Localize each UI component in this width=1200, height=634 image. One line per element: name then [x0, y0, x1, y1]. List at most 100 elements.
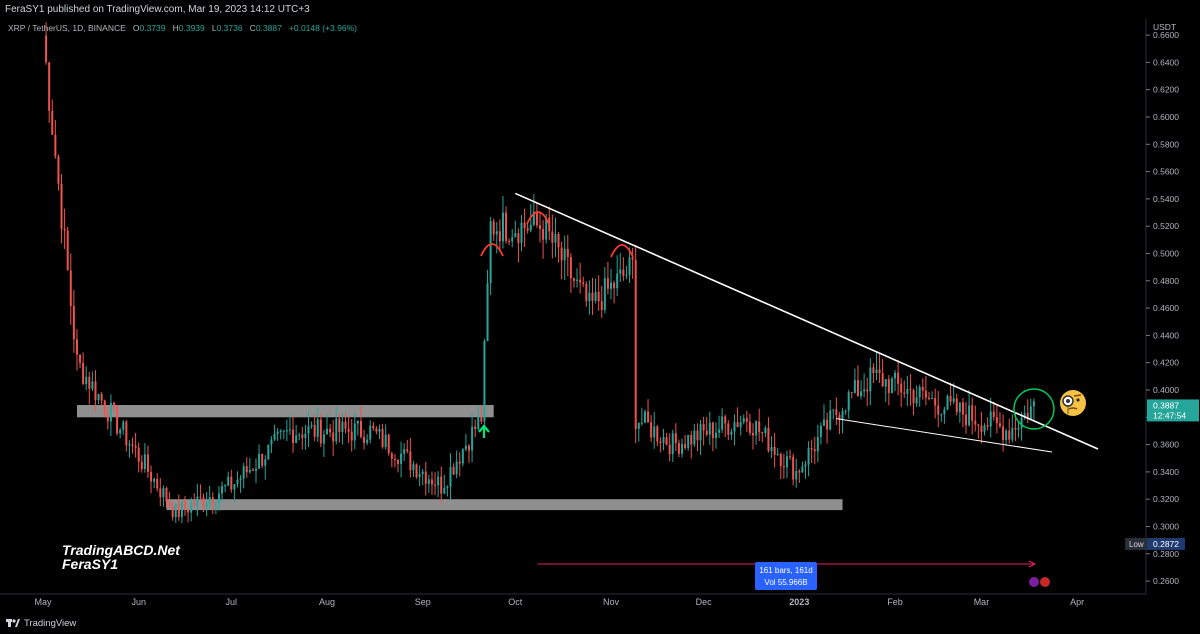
- candle-body: [322, 434, 325, 444]
- candle-body: [372, 425, 375, 429]
- candle-body: [807, 448, 810, 465]
- candle-body: [66, 230, 69, 271]
- candle-body: [369, 425, 372, 440]
- candle-body: [403, 449, 406, 454]
- candle-body: [258, 453, 261, 469]
- symbol-name[interactable]: XRP / TetherUS, 1D, BINANCE: [8, 23, 126, 33]
- candle-body: [628, 257, 631, 275]
- close-label: C: [249, 23, 256, 33]
- candle-body: [566, 248, 569, 258]
- candle-body: [452, 466, 455, 475]
- candle-body: [860, 391, 863, 397]
- candle-body: [721, 416, 724, 430]
- time-tick-label: Dec: [696, 597, 713, 607]
- candle-body: [529, 224, 532, 231]
- candle-body: [100, 393, 103, 401]
- candle-body: [326, 428, 329, 435]
- candle-body: [548, 217, 551, 232]
- candle-body: [576, 279, 579, 281]
- candle-body: [464, 445, 467, 450]
- candle-body: [532, 211, 535, 225]
- candle-body: [745, 418, 748, 422]
- candle-body: [1026, 413, 1029, 420]
- candle-body: [1023, 413, 1026, 418]
- candle-body: [505, 212, 508, 242]
- candle-body: [199, 496, 202, 498]
- candle-body: [986, 425, 989, 427]
- candle-body: [492, 221, 495, 235]
- candle-body: [674, 433, 677, 444]
- open-label: O: [132, 23, 140, 33]
- candle-body: [501, 212, 504, 242]
- candle-body: [384, 434, 387, 448]
- candle-body: [267, 444, 270, 460]
- support-zones: [76, 405, 843, 511]
- candle-body: [273, 433, 276, 440]
- candle-body: [406, 449, 409, 452]
- candle-body: [838, 415, 841, 420]
- candle-body: [329, 428, 332, 433]
- candle-body: [810, 448, 813, 450]
- candle-body: [900, 383, 903, 393]
- candle-body: [758, 421, 761, 433]
- candle-body: [498, 231, 501, 242]
- candle-body: [409, 451, 412, 471]
- candle-body: [730, 431, 733, 435]
- candle-body: [1029, 406, 1032, 420]
- candle-body: [958, 402, 961, 413]
- candle-body: [415, 464, 418, 478]
- candle-body: [125, 421, 128, 446]
- candle-body: [477, 416, 480, 430]
- tradingview-logo-icon: [6, 619, 20, 627]
- candle-body: [165, 488, 168, 503]
- candle-body: [909, 389, 912, 391]
- candle-body: [847, 392, 850, 411]
- time-axis[interactable]: May Jun Jul Aug Sep Oct Nov Dec 2023 Feb Mar Apr: [0, 593, 1146, 607]
- candle-body: [261, 453, 264, 466]
- candle-body: [702, 424, 705, 431]
- candle-body: [171, 506, 174, 518]
- candle-body: [366, 439, 369, 443]
- candle-body: [387, 434, 390, 454]
- low-value-tag: [1147, 537, 1185, 550]
- candle-body: [647, 411, 650, 423]
- candle-body: [884, 379, 887, 387]
- candle-body: [434, 484, 437, 486]
- candle-body: [770, 446, 773, 451]
- countdown-value: 12:47:54: [1153, 410, 1186, 420]
- candle-body: [779, 454, 782, 467]
- candle-body: [606, 278, 609, 289]
- candle-body: [949, 396, 952, 402]
- candle-body: [174, 503, 177, 518]
- candle-body: [341, 421, 344, 433]
- author-watermark: TradingABCD.Net FeraSY1: [62, 543, 180, 571]
- symbol-legend[interactable]: XRP / TetherUS, 1D, BINANCE O0.3739 H0.3…: [8, 23, 357, 33]
- candle-body: [190, 503, 193, 513]
- candle-body: [375, 428, 378, 432]
- candle-body: [520, 222, 523, 243]
- candle-body: [875, 369, 878, 374]
- candle-body: [421, 471, 424, 475]
- candle-body: [353, 423, 356, 441]
- watermark-line2: FeraSY1: [62, 556, 119, 572]
- candle-body: [881, 373, 884, 387]
- price-tick-label: 0.2600: [1153, 576, 1179, 586]
- annotations: 161 bars, 161d Vol 55.966B: [478, 192, 1099, 590]
- candle-body: [146, 454, 149, 472]
- candle-body: [585, 283, 588, 302]
- low-label-text: Low: [1129, 540, 1144, 549]
- descending-trendline: [514, 192, 1099, 450]
- candle-body: [841, 411, 844, 420]
- candle-body: [924, 390, 927, 398]
- candle-body: [75, 339, 78, 355]
- candle-body: [109, 402, 112, 422]
- candle-body: [767, 427, 770, 451]
- candle-body: [878, 369, 881, 374]
- candle-body: [517, 233, 520, 243]
- candle-body: [526, 228, 529, 231]
- candle-body: [177, 503, 180, 517]
- price-tick-label: 0.5800: [1153, 139, 1179, 149]
- price-tick-label: 0.3600: [1153, 440, 1179, 450]
